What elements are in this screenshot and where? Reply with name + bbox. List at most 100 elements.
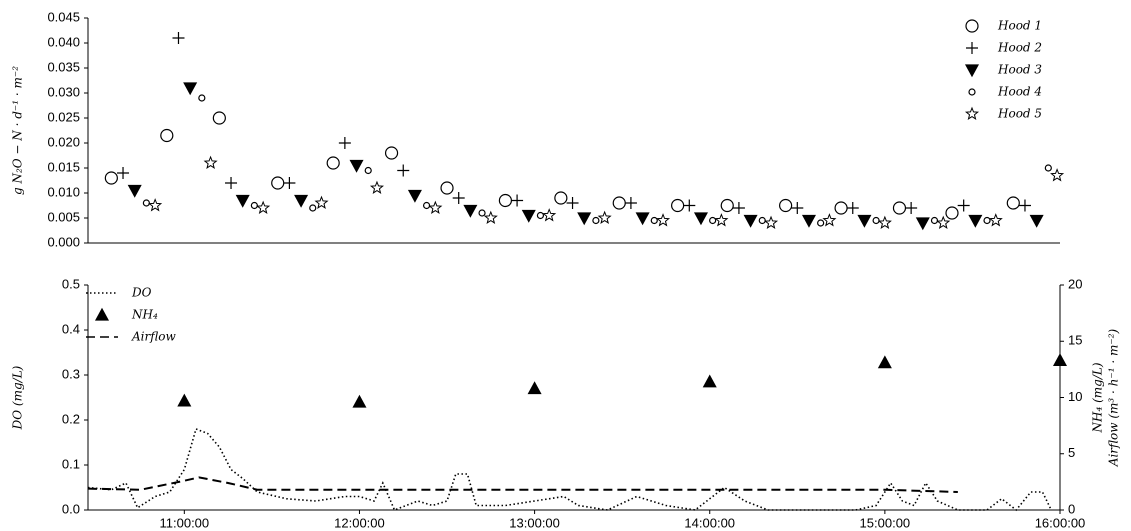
marker: [369, 180, 384, 194]
marker: [349, 159, 364, 173]
legend-label: DO: [131, 286, 152, 300]
marker: [511, 194, 524, 207]
x-tick-label: 12:00:00: [334, 515, 385, 530]
marker: [693, 212, 708, 226]
marker: [834, 201, 848, 215]
x-tick-label: 15:00:00: [860, 515, 911, 530]
marker: [1018, 199, 1031, 212]
marker: [338, 137, 351, 149]
marker: [905, 202, 918, 214]
y-tick-label: 0.3: [62, 366, 80, 381]
data-line: [87, 476, 958, 493]
marker: [183, 82, 198, 96]
marker: [624, 197, 637, 209]
x-tick-label: 11:00:00: [160, 515, 210, 530]
marker: [915, 217, 930, 231]
marker: [422, 201, 431, 210]
marker: [172, 32, 185, 44]
marker: [743, 214, 758, 228]
marker: [309, 204, 317, 212]
y-tick-label: 0.5: [62, 276, 80, 291]
marker: [612, 196, 626, 210]
marker: [892, 201, 907, 215]
marker: [957, 199, 970, 212]
marker: [235, 194, 250, 208]
marker: [936, 215, 951, 229]
marker: [127, 184, 142, 198]
legend-label: Hood 1: [997, 19, 1042, 33]
marker: [177, 393, 192, 407]
marker: [988, 213, 1003, 227]
marker: [709, 216, 717, 225]
marker: [104, 171, 118, 185]
marker: [671, 198, 685, 213]
marker: [1006, 196, 1020, 210]
marker: [817, 219, 825, 227]
marker: [542, 208, 557, 222]
marker: [440, 181, 454, 195]
y-tick-label: 0.020: [47, 134, 80, 149]
marker: [764, 215, 779, 229]
marker: [283, 177, 296, 189]
x-tick-label: 14:00:00: [684, 515, 735, 530]
marker: [314, 195, 329, 209]
marker: [592, 216, 600, 225]
legend-label: Hood 2: [997, 41, 1042, 55]
y2-tick-label: 0: [1068, 501, 1075, 516]
legend-label: Airflow: [131, 330, 176, 344]
marker: [428, 200, 443, 214]
y-tick-label: 0.035: [47, 59, 80, 74]
y2-tick-label: 10: [1068, 389, 1082, 404]
marker: [203, 155, 218, 169]
marker: [397, 164, 410, 177]
y-tick-label: 0.025: [47, 109, 80, 124]
marker: [964, 64, 980, 78]
y-tick-label: 0.045: [47, 9, 80, 24]
marker: [1052, 353, 1068, 366]
marker: [877, 215, 892, 229]
marker: [271, 176, 285, 190]
legend-label: NH₄: [131, 308, 158, 322]
marker: [483, 210, 498, 224]
marker: [94, 307, 110, 321]
marker: [857, 214, 872, 228]
marker: [160, 128, 174, 143]
marker: [597, 210, 612, 224]
marker: [294, 194, 309, 208]
marker: [1029, 214, 1044, 228]
marker: [650, 216, 658, 225]
legend-label: Hood 4: [997, 85, 1042, 99]
legend-label: Hood 3: [997, 63, 1042, 77]
y2-tick-label: 5: [1068, 445, 1075, 460]
marker: [225, 177, 238, 189]
marker: [714, 213, 729, 227]
marker: [521, 209, 536, 223]
y-tick-label: 0.010: [47, 184, 80, 199]
marker: [352, 394, 367, 408]
marker: [964, 106, 980, 120]
marker: [801, 214, 816, 228]
marker: [384, 146, 399, 160]
x-tick-label: 16:00:00: [1035, 515, 1086, 530]
marker: [846, 202, 859, 214]
marker: [326, 156, 340, 170]
marker: [720, 198, 734, 213]
marker: [478, 209, 486, 217]
y-axis-label: DO (mg/L): [11, 365, 25, 430]
marker: [452, 192, 465, 204]
data-line: [87, 427, 1052, 512]
y-tick-label: 0.2: [62, 411, 80, 426]
marker: [1050, 168, 1065, 182]
marker: [148, 198, 163, 212]
y-axis-label: g N₂O − N · d⁻¹ · m⁻²: [11, 66, 25, 195]
y2-axis-label: NH₄ (mg/L): [1091, 362, 1105, 433]
y-tick-label: 0.040: [47, 34, 80, 49]
y2-tick-label: 15: [1068, 333, 1082, 348]
marker: [965, 19, 979, 33]
marker: [702, 374, 717, 388]
marker: [498, 193, 513, 208]
y-tick-label: 0.005: [47, 209, 80, 224]
marker: [779, 198, 793, 213]
